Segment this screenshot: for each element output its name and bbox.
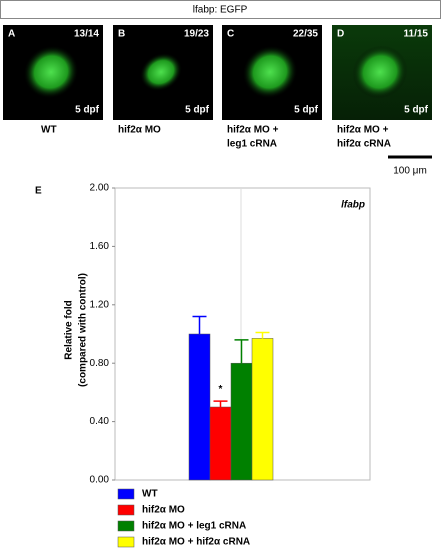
- panel-caption: hif2α cRNA: [337, 139, 391, 150]
- error-bar: [255, 331, 270, 339]
- panel-count: 13/14: [74, 29, 99, 40]
- legend-label: hif2α MO + leg1 cRNA: [142, 521, 246, 532]
- y-label: Relative fold: [64, 300, 75, 359]
- legend-swatch: [117, 488, 135, 500]
- figure-title: lfabp: EGFP: [193, 5, 248, 16]
- y-tick-label: 1.20: [90, 299, 110, 310]
- bar: [188, 333, 211, 481]
- legend-swatch: [117, 536, 135, 548]
- panel-stage: 5 dpf: [185, 105, 210, 116]
- panel-label: B: [118, 29, 125, 40]
- legend-label: WT: [142, 489, 158, 500]
- legend-label: hif2α MO + hif2α cRNA: [142, 537, 250, 548]
- fluorescence: [23, 45, 79, 99]
- y-tick-label: 2.00: [90, 183, 110, 194]
- error-bar: [234, 339, 249, 364]
- chart-title: lfabp: [341, 200, 365, 211]
- bar: [209, 406, 232, 481]
- legend-label: hif2α MO: [142, 505, 185, 516]
- bar: [251, 338, 274, 481]
- y-tick-label: 0.80: [90, 358, 110, 369]
- fluorescence: [242, 45, 298, 99]
- panel-label: D: [337, 29, 344, 40]
- panel-label: A: [8, 29, 15, 40]
- y-tick-label: 1.60: [90, 241, 110, 252]
- panel-caption: hif2α MO +: [337, 125, 389, 136]
- panel-count: 22/35: [293, 29, 318, 40]
- panel-caption: WT: [41, 125, 57, 136]
- legend-swatch: [117, 520, 135, 532]
- panel-caption: hif2α MO: [118, 125, 161, 136]
- legend-swatch: [117, 504, 135, 516]
- fluorescence: [352, 45, 408, 99]
- annotation: *: [219, 384, 223, 395]
- error-bar: [192, 315, 207, 334]
- fluorescence: [139, 52, 183, 92]
- panel-stage: 5 dpf: [294, 105, 319, 116]
- panel-caption: leg1 cRNA: [227, 139, 277, 150]
- scale-label: 100 μm: [393, 166, 427, 177]
- y-tick-label: 0.40: [90, 416, 110, 427]
- bar: [230, 362, 253, 481]
- panel-label: E: [35, 186, 42, 197]
- panel-caption: hif2α MO +: [227, 125, 279, 136]
- panel-stage: 5 dpf: [75, 105, 100, 116]
- panel-stage: 5 dpf: [404, 105, 429, 116]
- y-label: (compared with control): [78, 273, 89, 387]
- error-bar: [213, 400, 228, 407]
- panel-count: 19/23: [184, 29, 209, 40]
- y-tick-label: 0.00: [90, 475, 110, 486]
- panel-label: C: [227, 29, 234, 40]
- panel-count: 11/15: [404, 29, 429, 40]
